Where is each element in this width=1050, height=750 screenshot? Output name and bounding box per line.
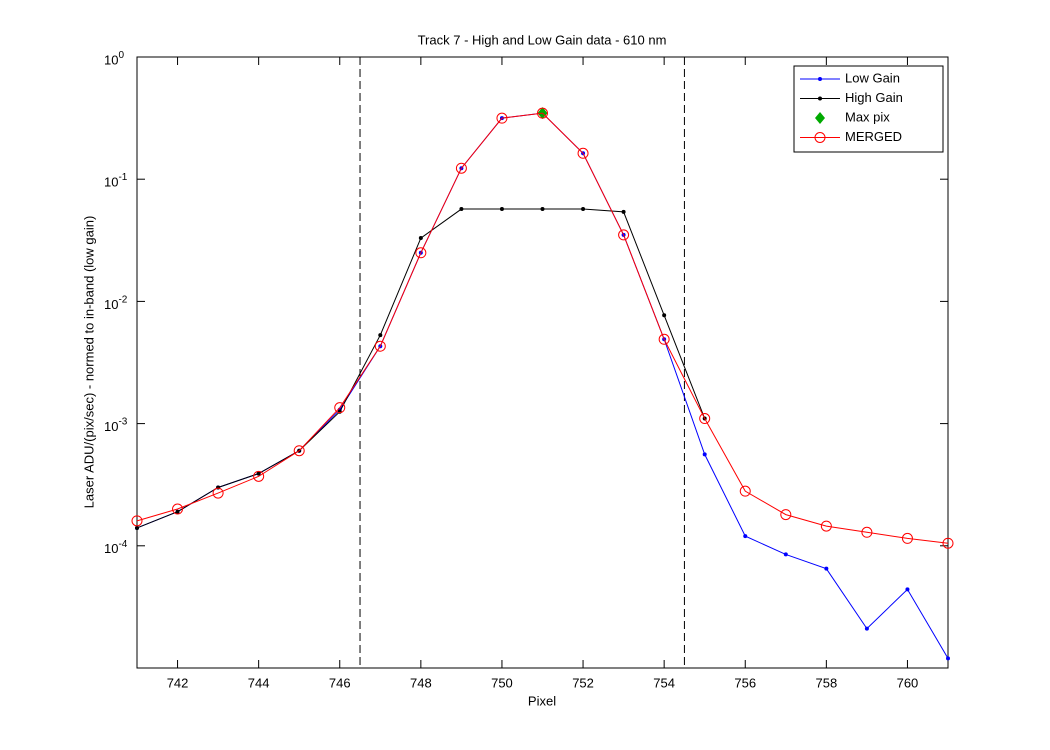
legend-label: High Gain [845,90,903,105]
data-point [293,445,305,457]
data-point [699,413,711,425]
data-point [455,162,467,174]
legend-label: MERGED [845,129,902,144]
data-point [905,587,910,592]
data-point [415,247,427,259]
data-point [418,236,423,241]
data-point [824,566,829,571]
x-tick-label: 750 [491,675,513,690]
data-point [942,537,954,549]
chart-title: Track 7 - High and Low Gain data - 610 n… [418,32,667,47]
x-tick-label: 742 [167,675,189,690]
x-tick-label: 744 [248,675,270,690]
legend-swatch [815,112,825,124]
data-point [864,626,869,631]
x-tick-label: 748 [410,675,432,690]
legend-label: Low Gain [845,70,900,85]
data-point [378,333,383,338]
legend: Low Gain High Gain Max pix MERGED [793,65,944,153]
data-point [946,656,950,661]
data-point [540,207,545,212]
data-point [901,532,913,544]
data-point [135,525,139,530]
data-point [459,207,464,212]
legend-label: Max pix [845,109,890,124]
data-point [253,470,265,482]
data-point [175,509,180,514]
x-axis-label: Pixel [528,693,556,708]
data-point [499,207,504,212]
x-tick-label: 752 [572,675,594,690]
data-point [581,207,586,212]
data-point [334,402,346,414]
data-point [621,209,626,214]
data-point [131,515,143,527]
series [131,107,954,549]
data-point [172,503,184,515]
x-tick-label: 754 [653,675,675,690]
x-tick-label: 758 [815,675,837,690]
series-line [136,112,949,544]
data-point [256,471,261,476]
plot-area [136,56,949,669]
legend-swatch [814,132,826,143]
x-tick-label: 746 [329,675,351,690]
x-tick-label: 760 [897,675,919,690]
data-point [739,485,751,497]
data-point [783,552,788,557]
data-point [618,229,630,241]
legend-swatch [818,96,822,101]
data-point [374,340,386,352]
data-point [212,487,224,499]
data-point [702,452,707,457]
data-point [861,526,873,538]
data-point [662,313,667,318]
data-point [820,520,832,532]
legend-swatch [818,77,822,81]
x-tick-label: 756 [734,675,756,690]
data-point [537,107,548,119]
data-point [780,509,792,521]
data-point [658,333,670,345]
y-axis-label: Laser ADU/(pix/sec) - normed to in-band … [81,216,96,509]
data-point [577,147,589,159]
data-point [216,485,221,490]
series [135,207,707,530]
data-point [496,112,508,124]
data-point [743,534,748,539]
